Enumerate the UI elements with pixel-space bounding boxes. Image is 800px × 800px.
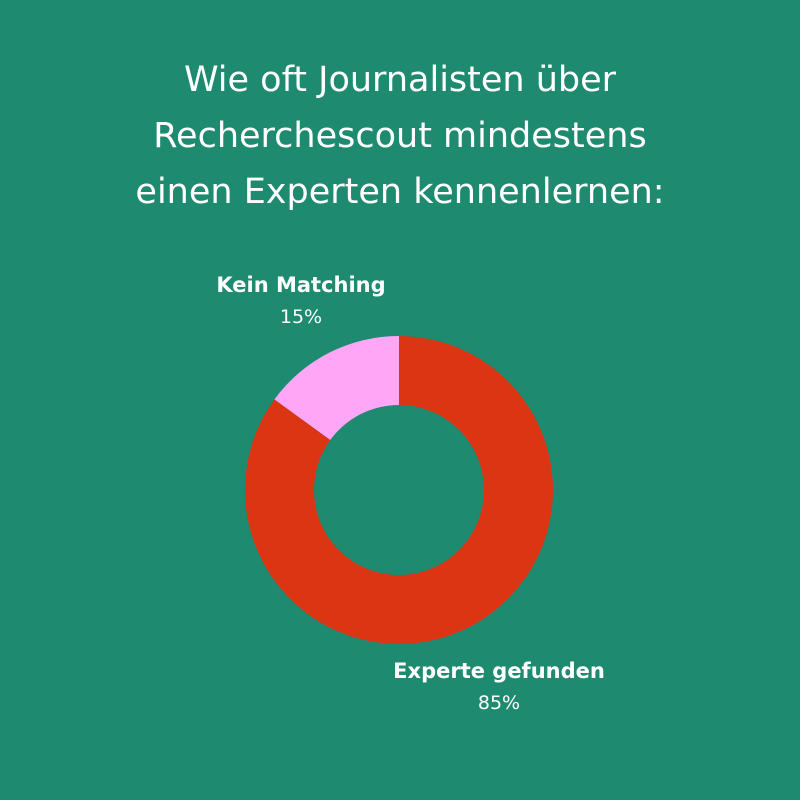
- chart-title-line-2: Recherchescout mindestens: [153, 116, 647, 156]
- chart-title-line-3: einen Experten kennenlernen:: [135, 172, 665, 212]
- slice-name: Kein Matching: [216, 273, 386, 297]
- donut-slice-experte-gefunden: [245, 336, 553, 644]
- slice-label-experte-gefunden: Experte gefunden 85%: [370, 656, 628, 720]
- chart-title-line-1: Wie oft Journalisten über: [183, 60, 617, 100]
- donut-slice-kein-matching: [274, 336, 399, 441]
- slice-value: 85%: [477, 692, 521, 714]
- slice-label-kein-matching: Kein Matching 15%: [196, 270, 406, 334]
- slice-name: Experte gefunden: [393, 659, 605, 683]
- slice-value: 15%: [279, 306, 323, 328]
- chart-title: Wie oft Journalisten über Recherchescout…: [0, 52, 800, 220]
